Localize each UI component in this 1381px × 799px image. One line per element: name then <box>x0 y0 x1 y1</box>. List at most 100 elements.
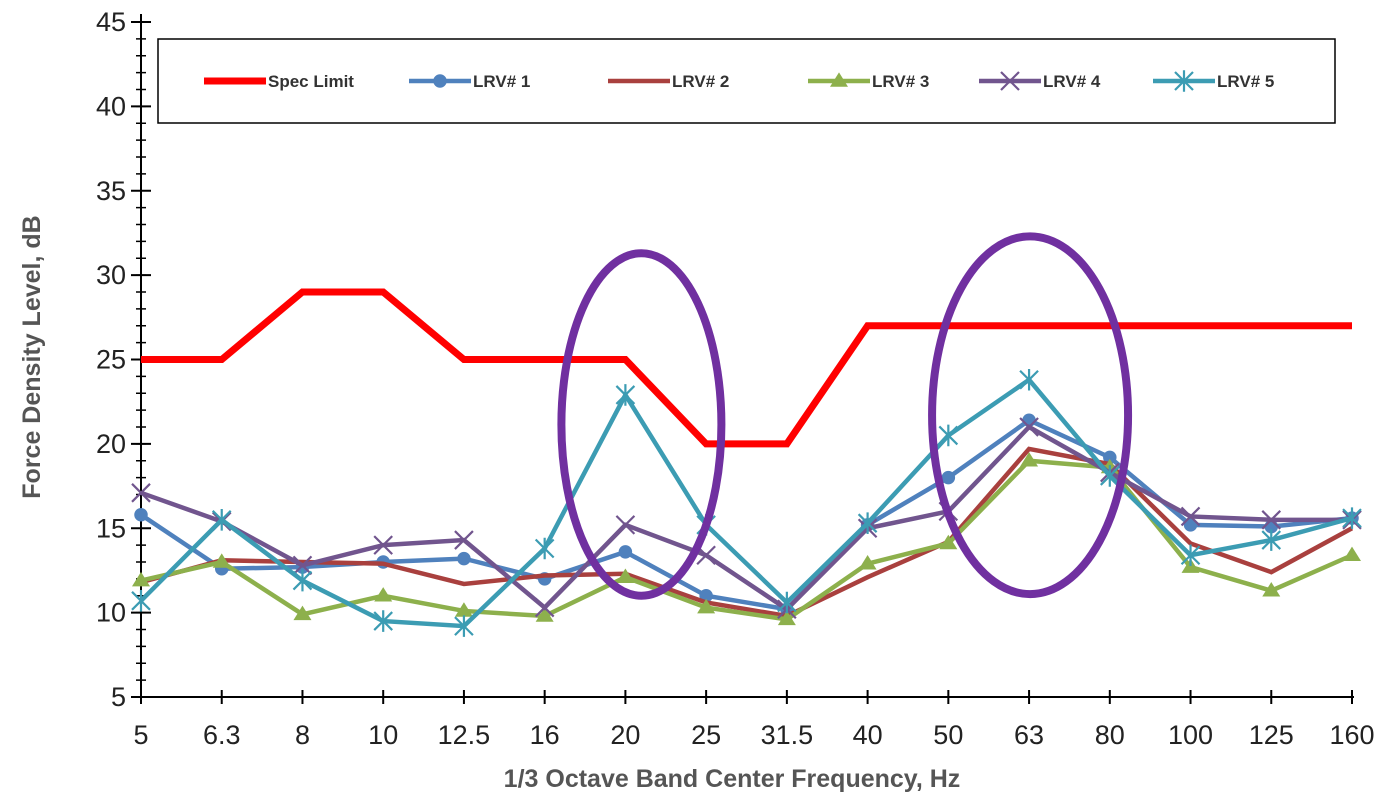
legend-label: LRV# 3 <box>872 72 929 91</box>
legend-label: LRV# 4 <box>1043 72 1101 91</box>
data-point <box>373 535 393 555</box>
legend-item: LRV# 1 <box>409 72 530 91</box>
data-point <box>857 512 878 534</box>
y-tick-label: 20 <box>96 429 126 459</box>
data-point <box>777 610 796 626</box>
x-tick-label: 16 <box>530 720 560 750</box>
legend-item: LRV# 4 <box>979 71 1101 91</box>
series-line-lrv-5 <box>139 376 1353 629</box>
legend-label: Spec Limit <box>268 72 354 91</box>
data-point <box>457 551 471 566</box>
data-point <box>292 569 313 592</box>
data-point <box>1174 70 1194 92</box>
x-tick-label: 6.3 <box>203 720 241 750</box>
data-point <box>454 615 474 637</box>
x-tick-label: 63 <box>1014 720 1044 750</box>
y-tick-label: 35 <box>96 176 126 206</box>
legend-label: LRV# 1 <box>473 72 530 91</box>
legend-item: LRV# 3 <box>808 72 929 91</box>
legend: Spec Limit LRV# 1 LRV# 2 LRV# 3 LRV# 4 LRV# 5 <box>157 38 1336 124</box>
data-point <box>1019 417 1039 437</box>
data-point <box>1261 510 1282 530</box>
highlight-ellipse <box>928 232 1133 599</box>
data-point <box>1103 450 1117 465</box>
data-point <box>941 470 956 485</box>
data-point <box>1100 465 1120 487</box>
series-group <box>131 288 1362 637</box>
data-point <box>1261 529 1282 551</box>
legend-item: LRV# 2 <box>608 72 729 91</box>
series-line-lrv-3 <box>140 458 1353 622</box>
x-tick-label: 50 <box>933 720 963 750</box>
data-point <box>858 555 877 570</box>
data-point <box>1180 506 1201 527</box>
data-point <box>374 587 393 602</box>
series-lrv-5 <box>131 368 1362 637</box>
legend-item: Spec Limit <box>204 72 354 91</box>
data-point <box>1342 507 1362 529</box>
annotations <box>557 232 1133 600</box>
axes: 5 10 15 20 25 30 35 40 45 5 6.3 8 10 12.5 16 20 25 31.5 40… <box>96 7 1375 750</box>
data-point <box>373 610 393 632</box>
data-point <box>292 555 313 576</box>
data-point <box>132 571 150 587</box>
data-point <box>777 591 797 614</box>
data-point <box>212 553 231 568</box>
data-point <box>1180 544 1201 567</box>
series-lrv-2 <box>140 446 1354 619</box>
y-tick-label: 30 <box>96 260 126 290</box>
x-tick-label: 125 <box>1249 720 1294 750</box>
x-axis-title: 1/3 Octave Band Center Frequency, Hz <box>504 765 961 793</box>
legend-box <box>157 38 1336 124</box>
x-tick-label: 20 <box>610 720 640 750</box>
data-point <box>535 607 554 622</box>
data-point <box>134 508 148 522</box>
data-point <box>939 534 958 550</box>
y-tick-label: 40 <box>96 91 126 121</box>
data-point <box>211 509 232 531</box>
data-point <box>697 598 716 614</box>
y-tick-label: 25 <box>96 345 126 375</box>
x-tick-label: 10 <box>368 720 398 750</box>
y-axis-title: Force Density Level, dB <box>18 215 46 498</box>
data-point <box>534 597 555 618</box>
data-point <box>1343 546 1361 562</box>
data-point <box>1183 518 1198 532</box>
x-tick-label: 40 <box>853 720 883 750</box>
series-lrv-4 <box>131 417 1362 620</box>
data-point <box>615 515 636 535</box>
y-tick-label: 45 <box>96 7 126 37</box>
highlight-ellipse <box>557 249 726 600</box>
data-point <box>938 424 959 447</box>
data-point <box>454 530 474 550</box>
data-point <box>454 602 473 617</box>
legend-item: LRV# 5 <box>1153 70 1274 92</box>
data-point <box>616 568 635 583</box>
data-point <box>131 483 151 503</box>
data-point <box>293 605 312 621</box>
x-tick-label: 12.5 <box>438 720 491 750</box>
data-point <box>1020 452 1039 467</box>
series-line-lrv-2 <box>140 446 1354 619</box>
x-tick-label: 5 <box>133 720 148 750</box>
series-line-spec-limit <box>141 288 1352 448</box>
data-point <box>1262 582 1281 597</box>
data-point <box>615 384 636 406</box>
x-tick-label: 31.5 <box>761 720 814 750</box>
x-tick-label: 80 <box>1095 720 1125 750</box>
x-tick-label: 8 <box>295 720 310 750</box>
data-point <box>830 72 848 87</box>
series-spec-limit <box>141 288 1352 448</box>
legend-label: LRV# 5 <box>1217 72 1274 91</box>
data-point <box>1019 368 1039 391</box>
data-point <box>618 545 633 559</box>
y-tick-label: 10 <box>96 598 126 628</box>
series-line-lrv-4 <box>140 424 1352 613</box>
x-tick-label: 100 <box>1168 720 1213 750</box>
x-tick-label: 160 <box>1329 720 1374 750</box>
y-tick-label: 15 <box>96 513 126 543</box>
data-point <box>131 590 151 612</box>
x-tick-label: 25 <box>691 720 721 750</box>
legend-label: LRV# 2 <box>672 72 729 91</box>
